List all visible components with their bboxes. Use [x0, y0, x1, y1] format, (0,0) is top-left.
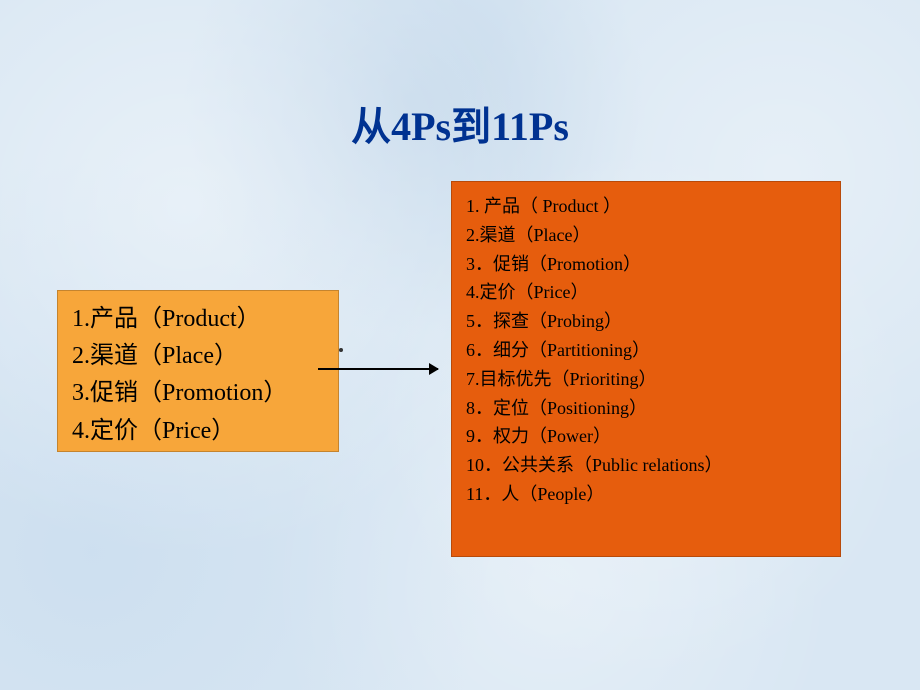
right-item: 8．定位（Positioning） — [466, 394, 826, 423]
right-item: 1. 产品（ Product ） — [466, 192, 826, 221]
arrow-right-icon — [318, 368, 438, 370]
title-text: 从4Ps到11Ps — [351, 104, 569, 149]
left-item: 4.定价（Price） — [72, 413, 324, 450]
left-box-4ps: 1.产品（Product） 2.渠道（Place） 3.促销（Promotion… — [57, 290, 339, 452]
right-item: 10．公共关系（Public relations） — [466, 451, 826, 480]
right-item: 2.渠道（Place） — [466, 221, 826, 250]
slide-title: 从4Ps到11Ps — [0, 94, 920, 152]
right-item: 6．细分（Partitioning） — [466, 336, 826, 365]
left-item: 1.产品（Product） — [72, 301, 324, 338]
left-item: 2.渠道（Place） — [72, 338, 324, 375]
left-item: 3.促销（Promotion） — [72, 375, 324, 412]
right-box-11ps: 1. 产品（ Product ） 2.渠道（Place） 3．促销（Promot… — [451, 181, 841, 557]
right-item: 4.定价（Price） — [466, 278, 826, 307]
right-item: 7.目标优先（Prioriting） — [466, 365, 826, 394]
page-indicator-dot — [339, 348, 343, 352]
right-item: 3．促销（Promotion） — [466, 250, 826, 279]
right-item: 11．人（People） — [466, 480, 826, 509]
right-item: 5．探查（Probing） — [466, 307, 826, 336]
right-item: 9．权力（Power） — [466, 422, 826, 451]
